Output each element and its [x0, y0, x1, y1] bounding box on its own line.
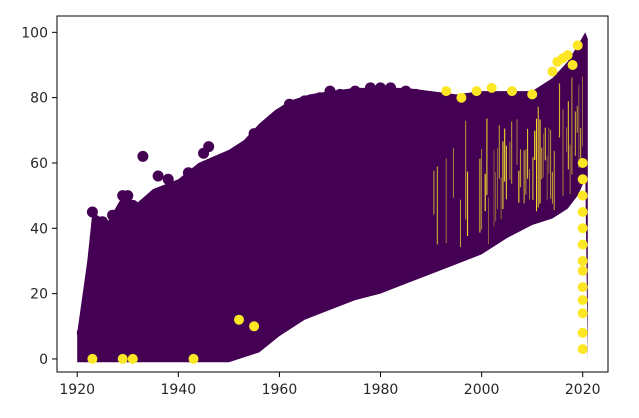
- data-point: [188, 353, 199, 364]
- point-cloud-mass: [77, 32, 588, 363]
- x-tick-label: 1960: [262, 382, 298, 398]
- data-point: [162, 173, 174, 185]
- data-point: [375, 82, 386, 94]
- data-point: [249, 321, 260, 332]
- data-point: [86, 206, 98, 218]
- data-point: [81, 337, 93, 349]
- y-tick-label: 60: [30, 156, 48, 172]
- data-point: [76, 327, 88, 339]
- data-point: [400, 85, 412, 97]
- data-point: [527, 89, 538, 100]
- data-point: [471, 86, 482, 97]
- data-point: [137, 150, 149, 162]
- data-point: [577, 158, 588, 168]
- data-point: [97, 216, 108, 228]
- data-point: [577, 344, 588, 355]
- data-point: [324, 85, 336, 97]
- data-point: [127, 199, 139, 211]
- data-point: [203, 141, 215, 153]
- data-point: [248, 128, 260, 140]
- data-point: [577, 207, 588, 217]
- data-point: [577, 256, 588, 266]
- x-tick-label: 1940: [161, 382, 197, 398]
- data-point: [385, 82, 397, 94]
- data-point: [486, 82, 497, 93]
- data-point: [456, 92, 467, 103]
- y-tick-label: 20: [30, 287, 48, 303]
- x-tick-label: 2000: [464, 382, 500, 398]
- data-point: [182, 167, 194, 179]
- data-point: [577, 265, 588, 276]
- data-point: [349, 85, 361, 97]
- data-point: [507, 86, 517, 97]
- data-point: [122, 190, 134, 202]
- x-tick-label: 2020: [565, 382, 601, 398]
- x-tick-label: 1920: [59, 382, 95, 398]
- data-point: [234, 314, 244, 325]
- data-point: [238, 157, 250, 169]
- data-point: [127, 353, 138, 364]
- data-point: [572, 40, 583, 51]
- data-point: [577, 308, 588, 319]
- y-tick-label: 40: [30, 221, 48, 237]
- data-point: [284, 98, 295, 110]
- data-point: [577, 327, 588, 338]
- data-point: [263, 118, 275, 130]
- data-points: [76, 40, 588, 364]
- x-tick-label: 1980: [363, 382, 399, 398]
- data-point: [213, 203, 225, 215]
- data-point: [299, 95, 311, 107]
- data-point: [567, 60, 578, 70]
- data-point: [577, 295, 588, 306]
- data-point: [233, 173, 245, 185]
- data-point: [410, 88, 422, 100]
- data-point: [97, 320, 108, 332]
- y-tick-label: 100: [21, 25, 48, 41]
- data-point: [577, 239, 588, 250]
- data-point: [334, 88, 346, 100]
- data-point: [107, 209, 119, 221]
- plot-frame: [56, 15, 609, 373]
- data-point: [117, 353, 128, 364]
- data-point: [547, 66, 558, 77]
- y-axis: 0 20 40 60 80 100: [21, 25, 57, 368]
- data-point: [441, 86, 452, 97]
- data-point: [223, 160, 235, 172]
- y-tick-label: 0: [39, 352, 48, 368]
- data-point: [577, 282, 588, 293]
- data-point: [562, 50, 573, 61]
- data-point: [577, 190, 588, 201]
- data-point: [273, 108, 285, 120]
- data-point: [314, 92, 326, 104]
- point-cloud: [77, 32, 588, 363]
- data-point: [364, 82, 376, 94]
- x-axis: 1920 1940 1960 1980 2000 2020: [59, 372, 601, 398]
- data-point: [87, 353, 98, 364]
- data-point: [577, 174, 588, 185]
- data-point: [577, 223, 588, 234]
- y-tick-label: 80: [30, 91, 48, 107]
- data-point: [147, 327, 159, 339]
- data-point: [152, 170, 164, 182]
